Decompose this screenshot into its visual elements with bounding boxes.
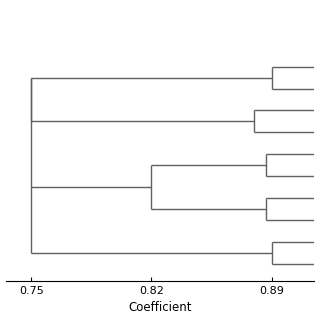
X-axis label: Coefficient: Coefficient bbox=[128, 301, 192, 315]
